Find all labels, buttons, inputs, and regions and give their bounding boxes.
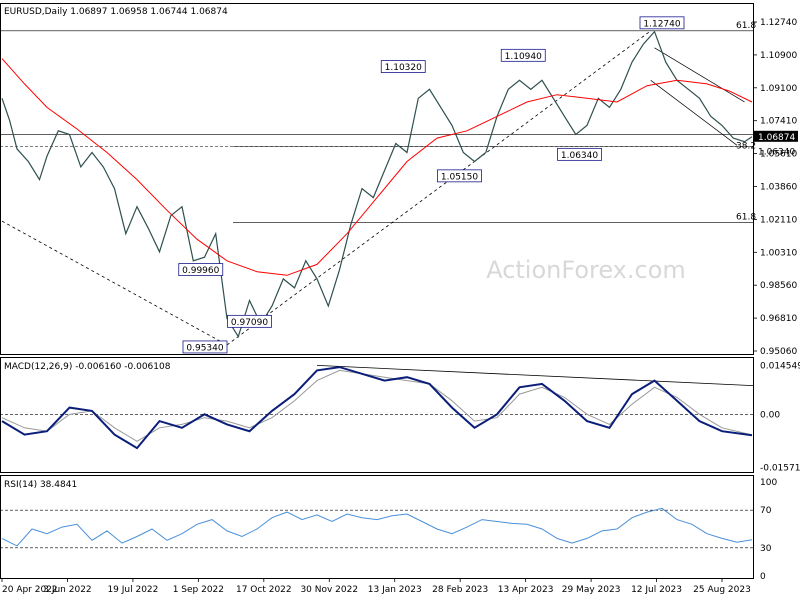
annotation-box-1 [500,48,546,62]
annotation-box-3 [557,147,602,161]
chart-title: EURUSD,Daily 1.06897 1.06958 1.06744 1.0… [4,7,228,17]
x-axis-label-0: 20 Apr 2022 [2,585,58,595]
watermark: ActionForex.com [486,256,686,284]
annotation-box-6 [227,314,272,328]
x-axis-label-4: 17 Oct 2022 [236,585,292,595]
annotation-label-5: 0.99960 [182,266,219,276]
price-axis-label-3: 1.07410 [760,117,797,127]
x-axis-label-3: 1 Sep 2022 [173,585,224,595]
macd-panel [0,357,754,473]
macd-signal-line [1,369,753,442]
annotation-box-5 [178,263,224,276]
price-axis-label-0: 1.12740 [760,18,797,28]
x-axis-label-7: 28 Feb 2023 [432,585,488,595]
x-axis-label-2: 19 Jul 2022 [107,585,158,595]
trendline-down [1,220,228,346]
x-axis-label-8: 13 Apr 2023 [498,585,554,595]
rsi-panel [0,475,754,579]
last-price-label: 1.06874 [758,133,795,143]
x-axis-label-10: 12 Jul 2023 [631,585,682,595]
trendline-up [226,30,651,346]
rsi-layer [0,507,753,549]
annotation-label-7: 0.95340 [186,343,223,353]
macd-axis-label-2: -0.015712 [760,463,800,473]
rsi-label: RSI(14) 38.4841 [4,480,77,490]
x-axis-label-6: 13 Jan 2023 [368,585,422,595]
annotation-box-7 [182,340,228,354]
annotation-label-0: 1.12740 [643,19,680,29]
price-axis-label-10: 0.95060 [760,347,797,357]
axis-layer: 1.12740 1.10900 1.09100 1.07410 1.05610 1.038… [1,18,800,595]
price-panel [0,3,754,355]
price-layer: 61.8 61.8 38.2 1.12740 1.10940 1.10320 1.06340… [0,16,756,354]
price-axis-label-6: 1.02110 [760,215,797,225]
x-axis-label-1: 3 Jun 2022 [43,585,91,595]
macd-trendline [316,364,754,387]
rsi-axis-label-0: 100 [760,478,777,488]
price-axis-label-7: 1.00310 [760,248,797,258]
last-price-tag [754,130,798,142]
annotation-box-4 [437,169,482,183]
fib-label-top: 61.8 [736,21,756,31]
annotation-label-2: 1.10320 [385,63,422,73]
rsi-axis-label-1: 70 [760,506,772,516]
annotation-label-1: 1.10940 [505,52,542,62]
fib-label-382: 38.2 [736,141,756,151]
price-axis-label-9: 0.96810 [760,314,797,324]
macd-axis-label-0: 0.014549 [760,361,800,371]
annotation-label-6: 0.97090 [231,318,268,328]
price-axis-label-1: 1.10900 [760,51,797,61]
price-line [1,30,753,339]
annotation-label-3: 1.06340 [561,151,598,161]
x-axis-label-5: 30 Nov 2022 [300,585,358,595]
x-axis-label-9: 29 May 2023 [562,585,621,595]
rsi-axis-label-2: 30 [760,544,772,554]
fib-label-lower: 61.8 [736,213,756,223]
annotation-label-4: 1.05150 [441,172,478,182]
macd-line [1,366,753,450]
channel-upper [654,47,745,103]
macd-axis-label-1: 0.00 [760,410,780,420]
annotation-box-2 [380,60,426,73]
macd-label: MACD(12,26,9) -0.006160 -0.006108 [4,362,171,372]
price-axis-label-5: 1.03860 [760,183,797,193]
channel-lower [650,80,738,146]
price-axis-label-2: 1.09100 [760,84,797,94]
macd-layer [0,364,754,450]
rsi-axis-label-3: 0 [760,572,766,582]
price-axis-label-4: 1.05610 [760,150,797,160]
x-axis-label-11: 25 Aug 2023 [693,585,751,595]
price-axis-label-8: 0.98560 [760,281,797,291]
rsi-line [1,507,753,547]
annotation-box-0 [639,16,685,30]
sma-line [1,58,753,276]
support-axis-label: 1.06340 [758,147,795,157]
